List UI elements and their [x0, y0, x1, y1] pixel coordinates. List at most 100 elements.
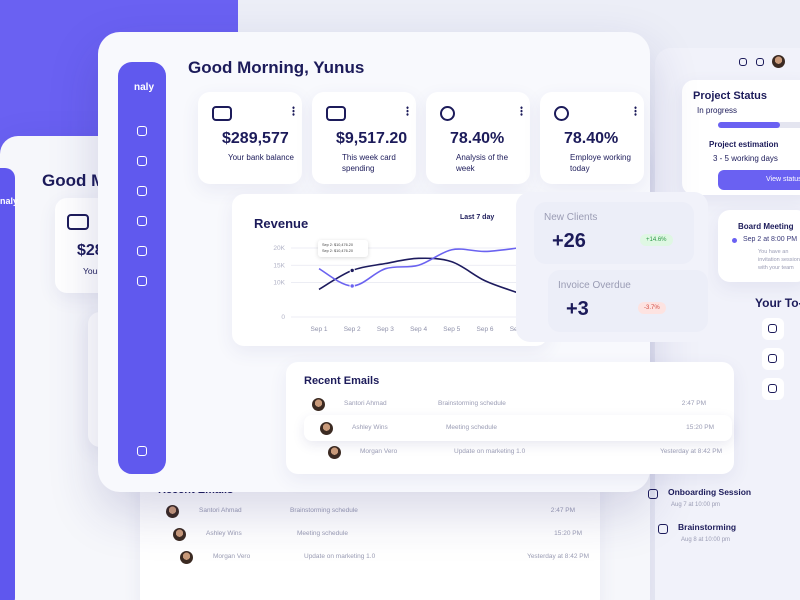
- estimation-value: 3 - 5 working days: [713, 154, 778, 163]
- icon: [756, 58, 764, 66]
- icon: [137, 276, 147, 286]
- card-menu: [406, 106, 409, 116]
- tooltip-line: Sep 2: $10,476.20: [322, 249, 354, 253]
- stat-card: $9,517.20 This week card spending: [312, 92, 416, 184]
- icon: [137, 216, 147, 226]
- email-sender: Ashley Wins: [206, 530, 242, 537]
- stat-card: 78.40% Analysis of the week: [426, 92, 530, 184]
- card-value: $9,517.20: [336, 130, 408, 147]
- todo-title: Your To-Do: [755, 296, 800, 310]
- tooltip-line: Sep 2: $10,476.20: [322, 243, 354, 247]
- board-meeting-card: Board Meeting Sep 2 at 8:00 PM You have an…: [718, 210, 800, 282]
- email-row-highlight: [304, 415, 732, 441]
- email-sender: Ashley Wins: [352, 424, 388, 431]
- meeting-date: Sep 2 at 8:00 PM: [743, 236, 798, 243]
- tooltip: Sep 2: $10,476.20 Sep 2: $10,476.20: [318, 240, 368, 257]
- todo-icon-box: [762, 378, 784, 400]
- avatar: [312, 398, 325, 411]
- meeting-title: Board Meeting: [738, 222, 794, 231]
- card-menu: [520, 106, 523, 116]
- icon: [137, 446, 147, 456]
- email-sender: Santori Ahmad: [344, 400, 387, 407]
- kpi-value: +26: [552, 230, 586, 252]
- email-subject: Brainstorming schedule: [290, 507, 358, 514]
- card-icon: [212, 106, 232, 121]
- card-value: 78.40%: [450, 130, 505, 147]
- card-value: 78.40%: [564, 130, 619, 147]
- icon: [768, 324, 777, 333]
- kpi-label: Invoice Overdue: [558, 280, 631, 291]
- back-sidebar: [0, 168, 15, 600]
- email-time: 15:20 PM: [686, 424, 714, 431]
- avatar: [173, 528, 186, 541]
- kpi-card: New Clients +26 +14.6%: [534, 202, 694, 264]
- kpi-change: -3.7%: [638, 302, 666, 314]
- email-time: Yesterday at 8:42 PM: [527, 553, 589, 560]
- view-status-button[interactable]: View status: [718, 170, 800, 190]
- card-menu: [634, 106, 637, 116]
- email-time: Yesterday at 8:42 PM: [660, 448, 722, 455]
- email-time: 2:47 PM: [681, 400, 706, 407]
- kpi-value: +3: [566, 298, 589, 320]
- email-time: 15:20 PM: [554, 530, 582, 537]
- icon: [67, 214, 89, 230]
- card-icon: [554, 106, 569, 121]
- icon: [137, 186, 147, 196]
- todo-item-date: Aug 7 at 10:00 pm: [671, 502, 721, 508]
- emails-card: Recent Emails Santori Ahmad Brainstorming …: [286, 362, 734, 474]
- project-status-title: Project Status: [693, 90, 767, 102]
- emails-title: Recent Emails: [304, 375, 380, 387]
- card-icon: [326, 106, 346, 121]
- icon: [648, 489, 658, 499]
- avatar: [772, 55, 785, 68]
- icon: [137, 246, 147, 256]
- email-sender: Morgan Vero: [360, 448, 398, 455]
- revenue-title: Revenue: [254, 216, 309, 231]
- brand: naly: [134, 82, 155, 93]
- email-subject: Meeting schedule: [446, 424, 497, 431]
- email-subject: Update on marketing 1.0: [304, 553, 376, 560]
- email-subject: Update on marketing 1.0: [454, 448, 526, 455]
- email-subject: Meeting schedule: [297, 530, 348, 537]
- icon: [768, 354, 777, 363]
- card-label: Analysis of the week: [456, 153, 509, 173]
- kpi-panel: New Clients +26 +14.6% Invoice Overdue +3 -3.…: [516, 192, 708, 342]
- card-label: This week card spending: [342, 153, 396, 173]
- todo-icon-box: [762, 348, 784, 370]
- meeting-dot: [732, 238, 737, 243]
- card-label: Employe working today: [570, 153, 631, 173]
- email-sender: Morgan Vero: [213, 553, 251, 560]
- stat-card: 78.40% Employe working today: [540, 92, 644, 184]
- todo-item-title: Onboarding Session: [668, 487, 752, 497]
- project-status-state: In progress: [697, 106, 738, 115]
- kpi-label: New Clients: [544, 212, 598, 223]
- meeting-note: You have an invitation session with your…: [758, 249, 800, 271]
- icon: [137, 156, 147, 166]
- kpi-change: +14.6%: [640, 234, 673, 246]
- card-menu: [292, 106, 295, 116]
- card-label: Your bank balance: [228, 153, 294, 162]
- icon: [768, 384, 777, 393]
- avatar: [320, 422, 333, 435]
- avatar: [328, 446, 341, 459]
- greeting: Good Morning, Yunus: [188, 58, 365, 77]
- avatar: [180, 551, 193, 564]
- email-time: 2:47 PM: [550, 507, 575, 514]
- back-brand: naly: [0, 196, 19, 206]
- revenue-card: Revenue Last 7 day: [232, 194, 548, 346]
- progress-fill: [718, 122, 780, 128]
- card-value: $289,577: [222, 130, 289, 147]
- revenue-period: Last 7 day: [460, 214, 495, 221]
- icon: [658, 524, 668, 534]
- icon: [137, 126, 147, 136]
- avatar: [166, 505, 179, 518]
- stat-card: $289,577 Your bank balance: [198, 92, 302, 184]
- todo-item-date: Aug 8 at 10:00 pm: [681, 537, 731, 543]
- email-subject: Brainstorming schedule: [438, 400, 506, 407]
- estimation-title: Project estimation: [709, 140, 779, 149]
- icon: [739, 58, 747, 66]
- email-sender: Santori Ahmad: [199, 507, 242, 514]
- todo-item-title: Brainstorming: [678, 522, 737, 532]
- card-icon: [440, 106, 455, 121]
